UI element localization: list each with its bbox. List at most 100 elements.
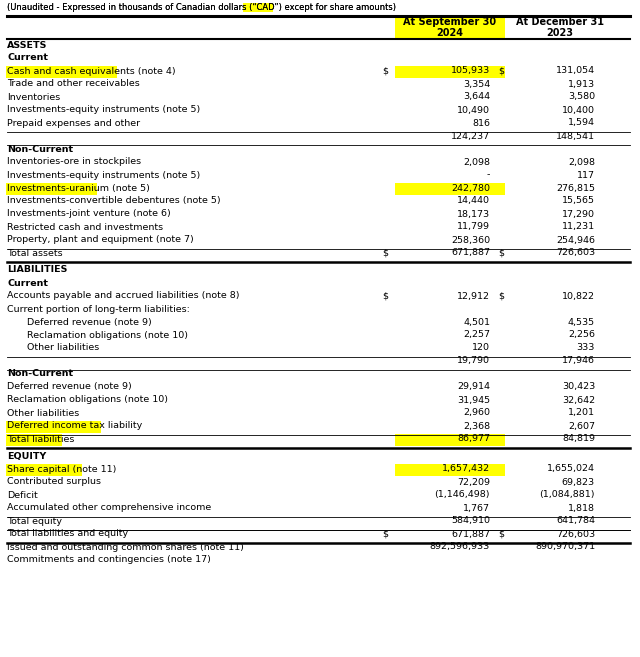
Text: 32,642: 32,642 [562,396,595,405]
Bar [6,434,62,445]
Text: 124,237: 124,237 [451,131,490,141]
Text: 29,914: 29,914 [457,382,490,392]
Text: Prepaid expenses and other: Prepaid expenses and other [7,118,140,127]
Text: Contributed surplus: Contributed surplus [7,478,101,486]
Text: Property, plant and equipment (note 7): Property, plant and equipment (note 7) [7,235,194,244]
Text: Issued and outstanding common shares (note 11): Issued and outstanding common shares (no… [7,543,244,551]
Text: At December 31: At December 31 [516,17,604,27]
Text: $: $ [498,292,504,300]
Text: 131,054: 131,054 [556,66,595,76]
Text: Share capital (note 11): Share capital (note 11) [7,464,116,474]
Text: 2,368: 2,368 [463,422,490,430]
Text: 258,360: 258,360 [451,235,490,244]
Text: Investments-equity instruments (note 5): Investments-equity instruments (note 5) [7,106,200,114]
Text: (1,084,881): (1,084,881) [540,491,595,499]
Text: 1,913: 1,913 [568,79,595,89]
Text: $: $ [382,530,388,539]
Text: Other liabilities: Other liabilities [7,409,79,417]
Bar [395,463,505,476]
Text: $: $ [382,248,388,258]
Text: Trade and other receivables: Trade and other receivables [7,79,140,89]
Bar [6,183,97,194]
Text: 31,945: 31,945 [457,396,490,405]
Text: LIABILITIES: LIABILITIES [7,265,67,275]
Text: Total assets: Total assets [7,248,63,258]
Text: 2,257: 2,257 [463,330,490,340]
Text: 117: 117 [577,171,595,179]
Text: Accounts payable and accrued liabilities (note 8): Accounts payable and accrued liabilities… [7,292,239,300]
Text: Deficit: Deficit [7,491,38,499]
Text: 890,970,371: 890,970,371 [535,543,595,551]
Text: 12,912: 12,912 [457,292,490,300]
Bar [395,434,505,445]
Bar [243,3,273,12]
Text: 254,946: 254,946 [556,235,595,244]
Text: 2,098: 2,098 [568,158,595,166]
Text: Deferred income tax liability: Deferred income tax liability [7,422,142,430]
Text: (Unaudited - Expressed in thousands of Canadian dollars (“CAD”) except for share: (Unaudited - Expressed in thousands of C… [7,3,396,12]
Text: 333: 333 [577,344,595,353]
Text: 2,960: 2,960 [463,409,490,417]
Text: 120: 120 [472,344,490,353]
Text: $: $ [382,292,388,300]
Text: Non-Current: Non-Current [7,369,73,378]
Text: Inventories: Inventories [7,93,60,101]
Text: 1,767: 1,767 [463,503,490,512]
Text: 18,173: 18,173 [457,210,490,219]
Text: 15,565: 15,565 [562,196,595,206]
Text: Current: Current [7,279,48,288]
Text: 11,799: 11,799 [457,223,490,231]
Bar [6,420,100,432]
Text: Cash and cash equivalents (note 4): Cash and cash equivalents (note 4) [7,66,175,76]
Text: 1,594: 1,594 [568,118,595,127]
Text: 242,780: 242,780 [451,183,490,193]
Text: 86,977: 86,977 [457,434,490,443]
Text: Investments-joint venture (note 6): Investments-joint venture (note 6) [7,210,171,219]
Bar [6,463,81,476]
Text: 84,819: 84,819 [562,434,595,443]
Text: Total liabilities and equity: Total liabilities and equity [7,530,128,539]
Text: Reclamation obligations (note 10): Reclamation obligations (note 10) [27,330,188,340]
Text: Investments-convertible debentures (note 5): Investments-convertible debentures (note… [7,196,221,206]
Text: Inventories-ore in stockpiles: Inventories-ore in stockpiles [7,158,141,166]
Text: (1,146,498): (1,146,498) [435,491,490,499]
Text: Accumulated other comprehensive income: Accumulated other comprehensive income [7,503,211,512]
Text: 11,231: 11,231 [562,223,595,231]
Text: Total equity: Total equity [7,516,62,526]
Text: EQUITY: EQUITY [7,451,46,461]
Text: 892,596,933: 892,596,933 [429,543,490,551]
Bar [395,183,505,194]
Text: Investments-equity instruments (note 5): Investments-equity instruments (note 5) [7,171,200,179]
Text: 726,603: 726,603 [556,248,595,258]
Text: 671,887: 671,887 [451,530,490,539]
Text: 14,440: 14,440 [457,196,490,206]
Bar [6,66,116,78]
Text: Non-Current: Non-Current [7,145,73,154]
Text: Current: Current [7,53,48,62]
Text: ASSETS: ASSETS [7,41,47,49]
Text: 10,400: 10,400 [562,106,595,114]
Text: -: - [486,171,490,179]
Bar [395,16,505,38]
Text: 2,256: 2,256 [568,330,595,340]
Text: At September 30: At September 30 [403,17,497,27]
Text: 17,290: 17,290 [562,210,595,219]
Text: 1,657,432: 1,657,432 [442,464,490,474]
Text: 1,655,024: 1,655,024 [547,464,595,474]
Text: Deferred revenue (note 9): Deferred revenue (note 9) [7,382,132,392]
Text: $: $ [498,530,504,539]
Text: 2,098: 2,098 [463,158,490,166]
Text: 1,201: 1,201 [568,409,595,417]
Text: Reclamation obligations (note 10): Reclamation obligations (note 10) [7,396,168,405]
Text: 19,790: 19,790 [457,357,490,365]
Text: 10,822: 10,822 [562,292,595,300]
Text: (Unaudited - Expressed in thousands of Canadian dollars (“CAD”) except for share: (Unaudited - Expressed in thousands of C… [7,3,396,12]
Text: 30,423: 30,423 [562,382,595,392]
Text: 17,946: 17,946 [562,357,595,365]
Text: 4,535: 4,535 [568,317,595,327]
Text: 584,910: 584,910 [451,516,490,526]
Text: 1,818: 1,818 [568,503,595,512]
Text: 72,209: 72,209 [457,478,490,486]
Text: 105,933: 105,933 [451,66,490,76]
Text: Commitments and contingencies (note 17): Commitments and contingencies (note 17) [7,556,211,564]
